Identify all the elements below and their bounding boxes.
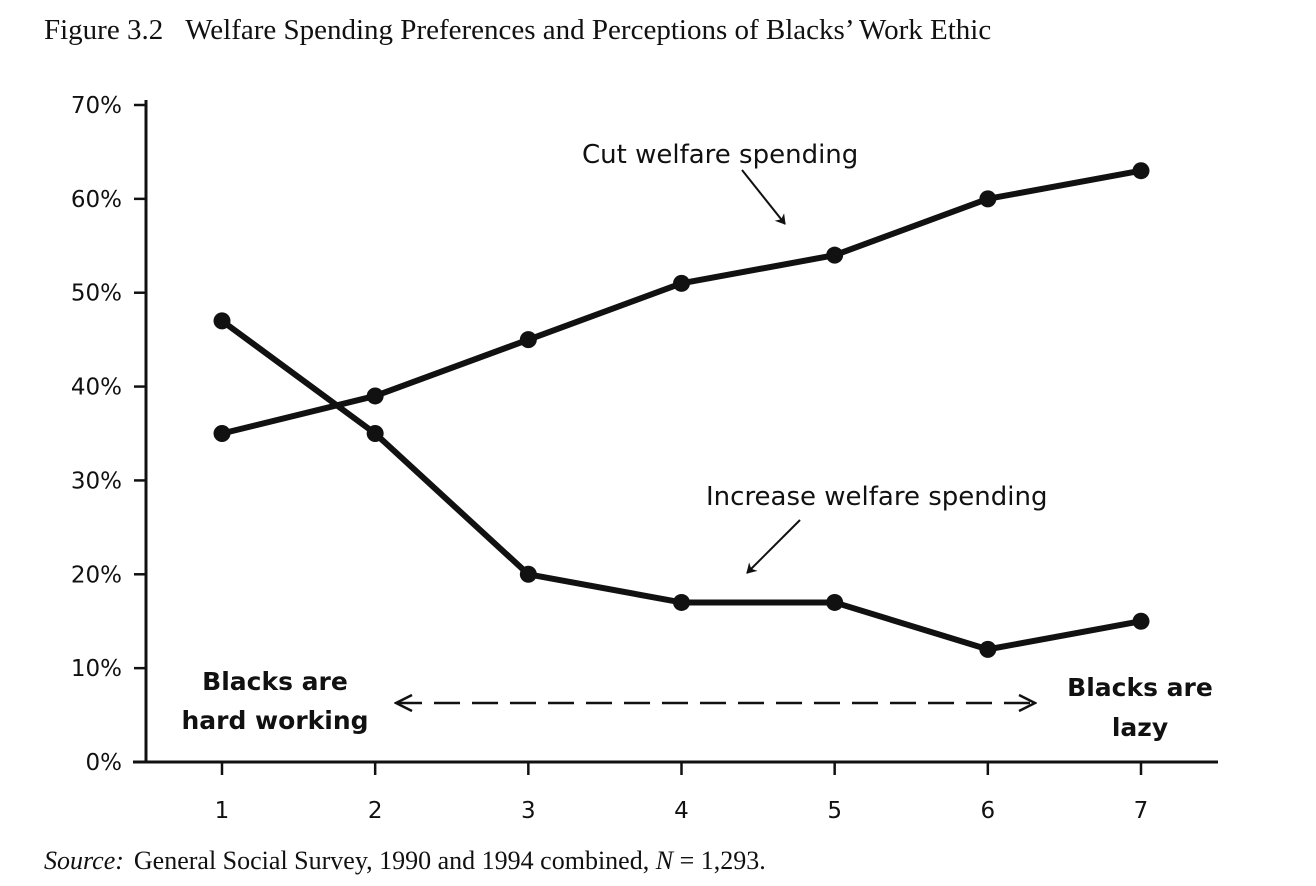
x-ticks: 1 2 3 4 5 6 7 (215, 762, 1149, 824)
data-point-increase (213, 312, 231, 330)
series-label-increase: Increase welfare spending (706, 482, 1047, 512)
data-point-cut (673, 274, 690, 292)
figure-number: Figure 3.2 (44, 14, 164, 46)
source-text: General Social Survey, 1990 and 1994 com… (133, 846, 650, 875)
data-point-increase (366, 425, 384, 442)
y-tick-label: 70% (71, 93, 122, 119)
sample-size-label: N (655, 846, 674, 875)
x-tick-label: 7 (1134, 798, 1149, 824)
y-tick-label: 10% (71, 656, 122, 682)
scale-label-right-line1: Blacks are (1067, 673, 1213, 702)
x-tick-label: 5 (827, 798, 842, 824)
y-tick-label: 40% (71, 375, 122, 401)
series-label-cut: Cut welfare spending (582, 140, 858, 170)
y-tick-label: 20% (71, 562, 122, 588)
x-tick-label: 2 (368, 798, 383, 824)
series-line-cut (219, 167, 1144, 437)
data-point-increase (519, 565, 537, 583)
y-tick-label: 60% (71, 187, 122, 213)
data-point-cut (826, 246, 844, 264)
y-ticks: 0% 10% 20% 30% 40% 50% 60% 70% (71, 93, 146, 776)
x-tick-label: 1 (215, 798, 230, 824)
y-tick-label: 30% (71, 468, 122, 494)
series-arrow-increase (746, 519, 801, 574)
figure-title: Welfare Spending Preferences and Percept… (185, 14, 992, 46)
data-point-cut (213, 425, 231, 442)
series-lines (219, 167, 1144, 653)
axes (133, 100, 1218, 764)
scale-label-right-line2: lazy (1112, 713, 1168, 742)
data-point-increase (673, 593, 690, 611)
data-point-cut (366, 387, 384, 405)
source-note: Source: General Social Survey, 1990 and 1… (44, 846, 766, 876)
sample-size-value: = 1,293. (679, 846, 766, 875)
x-tick-label: 3 (521, 798, 536, 824)
data-point-increase (826, 593, 844, 611)
x-tick-label: 6 (981, 798, 996, 824)
x-tick-label: 4 (674, 798, 689, 824)
scale-label-left-line1: Blacks are (202, 667, 348, 696)
data-point-increase (979, 640, 997, 658)
scale-label-left-line2: hard working (181, 706, 368, 735)
chart-title: Figure 3.2 Welfare Spending Preferences a… (44, 14, 991, 47)
data-point-cut (1132, 162, 1150, 180)
series-points (213, 162, 1150, 658)
y-tick-label: 50% (71, 281, 122, 307)
series-arrow-cut (741, 169, 786, 225)
data-point-cut (519, 331, 537, 349)
data-point-cut (979, 190, 997, 208)
y-tick-label: 0% (86, 750, 123, 776)
source-label: Source: (44, 846, 124, 875)
data-point-increase (1132, 612, 1150, 630)
